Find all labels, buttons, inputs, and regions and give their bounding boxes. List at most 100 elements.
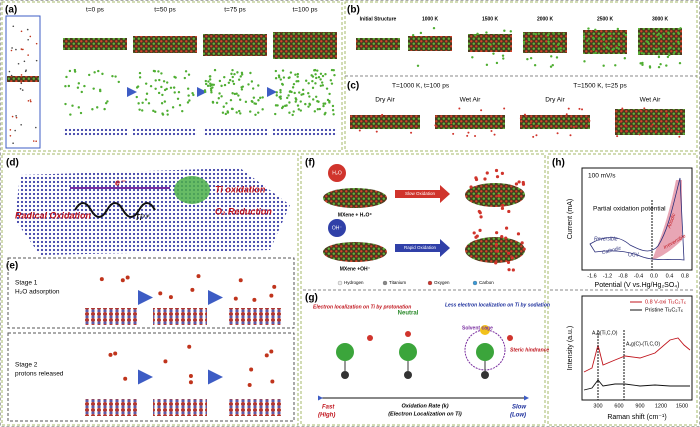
atom bbox=[166, 113, 169, 116]
x-ticks: -1.6 -1.2 -0.8 -0.4 0.0 0.4 0.8 bbox=[587, 273, 689, 279]
raman-curve bbox=[583, 379, 690, 391]
slab bbox=[520, 115, 590, 129]
atom bbox=[261, 108, 264, 111]
atom bbox=[183, 76, 187, 80]
atom bbox=[307, 105, 310, 108]
atom bbox=[502, 57, 505, 60]
atom bbox=[503, 29, 506, 32]
atom bbox=[204, 82, 208, 86]
time-label: t=0 ps bbox=[86, 7, 105, 14]
slab bbox=[615, 109, 685, 135]
x-tick-label: 300 bbox=[593, 403, 602, 409]
atom bbox=[510, 256, 514, 260]
atom bbox=[240, 71, 244, 75]
atom bbox=[186, 101, 190, 104]
substrate bbox=[228, 399, 282, 416]
temp-label: 2000 K bbox=[537, 16, 554, 22]
raman-curve bbox=[583, 337, 691, 373]
slab bbox=[203, 128, 267, 136]
molecule bbox=[8, 70, 11, 73]
atom bbox=[231, 107, 234, 111]
atom bbox=[281, 69, 285, 72]
condition: T=1500 K, t=25 ps bbox=[573, 83, 627, 90]
slab bbox=[133, 128, 197, 136]
atom bbox=[147, 102, 151, 105]
temp-label: 2500 K bbox=[597, 16, 614, 22]
atom bbox=[611, 48, 614, 51]
atom bbox=[274, 112, 277, 116]
water bbox=[196, 274, 201, 279]
atom-legend: Hydrogen Titanium Oxygen Carbon bbox=[337, 280, 494, 285]
atom bbox=[135, 95, 138, 99]
molecule bbox=[10, 49, 13, 52]
atom bbox=[332, 113, 335, 116]
electron: e⁻ bbox=[115, 177, 126, 187]
panel-frame bbox=[300, 153, 546, 426]
atom bbox=[532, 135, 535, 138]
atom bbox=[678, 61, 682, 65]
atom bbox=[479, 215, 483, 219]
atom bbox=[665, 113, 668, 116]
peak: A₁g(C)-(Ti,C,O) bbox=[626, 341, 660, 347]
atom bbox=[313, 110, 317, 113]
water bbox=[247, 382, 252, 387]
atom bbox=[211, 100, 215, 104]
molecule bbox=[21, 48, 23, 51]
atom bbox=[422, 42, 425, 46]
slab bbox=[638, 28, 682, 55]
atom bbox=[333, 73, 336, 77]
atom bbox=[311, 86, 315, 90]
atom bbox=[559, 49, 563, 52]
atom bbox=[91, 108, 94, 111]
atom bbox=[288, 111, 291, 114]
atom bbox=[624, 33, 628, 37]
atom bbox=[648, 66, 652, 69]
atom bbox=[655, 48, 658, 51]
atom bbox=[500, 171, 504, 176]
atom bbox=[275, 91, 278, 94]
axis-title: (Electron Localization on Ti) bbox=[388, 411, 462, 417]
atom bbox=[645, 40, 648, 43]
flake bbox=[323, 188, 387, 208]
atom bbox=[69, 113, 72, 116]
temp-label: 1000 K bbox=[422, 16, 439, 22]
atom bbox=[467, 131, 470, 134]
atom bbox=[416, 64, 420, 67]
atom bbox=[638, 51, 641, 54]
molecule bbox=[35, 126, 37, 129]
atom bbox=[285, 104, 288, 107]
water bbox=[249, 367, 254, 372]
molecule bbox=[20, 82, 23, 85]
atom bbox=[522, 247, 526, 251]
atom bbox=[319, 78, 322, 81]
atom bbox=[594, 51, 597, 54]
atom bbox=[294, 73, 297, 76]
atom bbox=[639, 62, 642, 65]
molecule bbox=[9, 134, 12, 137]
slab bbox=[523, 32, 567, 53]
atmosphere: Wet Air bbox=[460, 97, 482, 104]
atom bbox=[157, 70, 160, 73]
ti-ion: Ti³⁺ bbox=[135, 213, 150, 222]
molecule bbox=[15, 116, 18, 119]
x-tick-label: 0.4 bbox=[666, 273, 674, 279]
atom bbox=[223, 75, 226, 79]
annotation: Cathodic bbox=[601, 245, 622, 256]
atom bbox=[640, 51, 644, 55]
atom bbox=[244, 100, 248, 104]
atom bbox=[161, 93, 164, 97]
atom bbox=[669, 46, 672, 49]
water bbox=[158, 291, 163, 296]
x-tick-label: 1200 bbox=[655, 403, 667, 409]
panel-frame bbox=[1, 153, 299, 426]
panel-a-structures bbox=[8, 25, 337, 145]
atom bbox=[578, 107, 581, 110]
atom bbox=[135, 86, 139, 89]
atom bbox=[495, 61, 499, 65]
panel-b-structures bbox=[356, 26, 682, 69]
atom bbox=[657, 65, 661, 69]
legend-label: Carbon bbox=[479, 280, 494, 285]
molecule bbox=[29, 99, 32, 101]
atom bbox=[328, 92, 331, 96]
atom bbox=[474, 34, 477, 37]
